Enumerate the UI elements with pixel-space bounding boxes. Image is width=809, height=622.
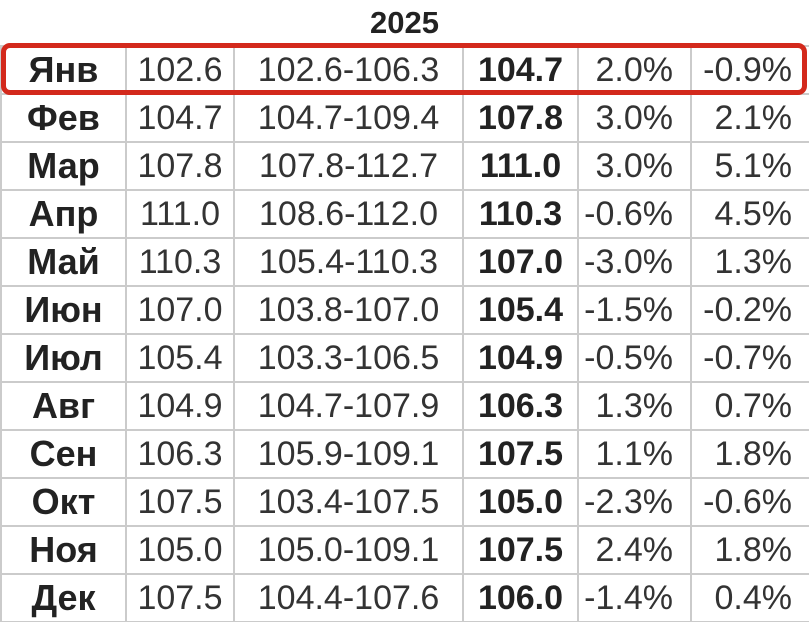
- cell-end: 105.4: [462, 285, 579, 335]
- cell-change-2: 1.8%: [690, 429, 809, 479]
- cell-end: 106.0: [462, 573, 579, 622]
- table-row: Апр 111.0 108.6-112.0 110.3 -0.6% 4.5%: [0, 189, 809, 239]
- cell-end: 110.3: [462, 189, 579, 239]
- cell-change-2: 0.7%: [690, 381, 809, 431]
- cell-change-1: -1.5%: [577, 285, 692, 335]
- cell-month: Мар: [0, 141, 127, 191]
- cell-range: 105.4-110.3: [233, 237, 464, 287]
- cell-end: 107.5: [462, 525, 579, 575]
- cell-change-2: -0.9%: [690, 45, 809, 95]
- cell-month: Май: [0, 237, 127, 287]
- cell-change-2: 1.3%: [690, 237, 809, 287]
- cell-change-1: 2.4%: [577, 525, 692, 575]
- cell-range: 104.4-107.6: [233, 573, 464, 622]
- cell-month: Июн: [0, 285, 127, 335]
- cell-start: 111.0: [125, 189, 235, 239]
- cell-range: 105.9-109.1: [233, 429, 464, 479]
- table-row: Июн 107.0 103.8-107.0 105.4 -1.5% -0.2%: [0, 285, 809, 335]
- cell-change-1: 3.0%: [577, 141, 692, 191]
- forecast-table: Янв 102.6 102.6-106.3 104.7 2.0% -0.9% Фев 104.…: [0, 45, 809, 622]
- cell-change-1: 3.0%: [577, 93, 692, 143]
- cell-range: 104.7-107.9: [233, 381, 464, 431]
- cell-change-1: -0.6%: [577, 189, 692, 239]
- cell-start: 105.4: [125, 333, 235, 383]
- cell-change-2: -0.7%: [690, 333, 809, 383]
- cell-change-1: -2.3%: [577, 477, 692, 527]
- table-row: Июл 105.4 103.3-106.5 104.9 -0.5% -0.7%: [0, 333, 809, 383]
- table-row: Ноя 105.0 105.0-109.1 107.5 2.4% 1.8%: [0, 525, 809, 575]
- cell-range: 103.3-106.5: [233, 333, 464, 383]
- cell-month: Окт: [0, 477, 127, 527]
- cell-end: 106.3: [462, 381, 579, 431]
- cell-change-1: -3.0%: [577, 237, 692, 287]
- cell-start: 107.5: [125, 573, 235, 622]
- cell-change-1: 2.0%: [577, 45, 692, 95]
- cell-month: Июл: [0, 333, 127, 383]
- cell-start: 107.8: [125, 141, 235, 191]
- cell-end: 107.8: [462, 93, 579, 143]
- cell-range: 105.0-109.1: [233, 525, 464, 575]
- cell-month: Сен: [0, 429, 127, 479]
- cell-start: 102.6: [125, 45, 235, 95]
- cell-month: Фев: [0, 93, 127, 143]
- cell-end: 111.0: [462, 141, 579, 191]
- table-row: Мар 107.8 107.8-112.7 111.0 3.0% 5.1%: [0, 141, 809, 191]
- cell-end: 107.5: [462, 429, 579, 479]
- cell-change-2: -0.6%: [690, 477, 809, 527]
- cell-range: 108.6-112.0: [233, 189, 464, 239]
- table-row-highlighted: Янв 102.6 102.6-106.3 104.7 2.0% -0.9%: [0, 45, 809, 95]
- cell-month: Апр: [0, 189, 127, 239]
- cell-end: 105.0: [462, 477, 579, 527]
- cell-month: Ноя: [0, 525, 127, 575]
- cell-month: Дек: [0, 573, 127, 622]
- cell-start: 105.0: [125, 525, 235, 575]
- cell-change-2: -0.2%: [690, 285, 809, 335]
- cell-change-1: -1.4%: [577, 573, 692, 622]
- cell-change-1: 1.3%: [577, 381, 692, 431]
- table-row: Май 110.3 105.4-110.3 107.0 -3.0% 1.3%: [0, 237, 809, 287]
- table-row: Дек 107.5 104.4-107.6 106.0 -1.4% 0.4%: [0, 573, 809, 622]
- cell-change-2: 1.8%: [690, 525, 809, 575]
- cell-range: 103.4-107.5: [233, 477, 464, 527]
- cell-end: 104.7: [462, 45, 579, 95]
- table-title: 2025: [370, 4, 439, 40]
- cell-end: 104.9: [462, 333, 579, 383]
- table-row: Окт 107.5 103.4-107.5 105.0 -2.3% -0.6%: [0, 477, 809, 527]
- cell-change-2: 2.1%: [690, 93, 809, 143]
- table-row: Сен 106.3 105.9-109.1 107.5 1.1% 1.8%: [0, 429, 809, 479]
- cell-start: 104.7: [125, 93, 235, 143]
- cell-month: Авг: [0, 381, 127, 431]
- cell-change-2: 5.1%: [690, 141, 809, 191]
- cell-start: 107.5: [125, 477, 235, 527]
- cell-change-2: 0.4%: [690, 573, 809, 622]
- cell-change-1: -0.5%: [577, 333, 692, 383]
- cell-start: 104.9: [125, 381, 235, 431]
- cell-start: 107.0: [125, 285, 235, 335]
- cell-range: 107.8-112.7: [233, 141, 464, 191]
- cell-range: 103.8-107.0: [233, 285, 464, 335]
- cell-range: 104.7-109.4: [233, 93, 464, 143]
- cell-range: 102.6-106.3: [233, 45, 464, 95]
- table-body: Янв 102.6 102.6-106.3 104.7 2.0% -0.9% Фев 104.…: [0, 45, 809, 622]
- cell-end: 107.0: [462, 237, 579, 287]
- table-row: Авг 104.9 104.7-107.9 106.3 1.3% 0.7%: [0, 381, 809, 431]
- table-row: Фев 104.7 104.7-109.4 107.8 3.0% 2.1%: [0, 93, 809, 143]
- cell-start: 110.3: [125, 237, 235, 287]
- cell-change-2: 4.5%: [690, 189, 809, 239]
- cell-change-1: 1.1%: [577, 429, 692, 479]
- cell-start: 106.3: [125, 429, 235, 479]
- cell-month: Янв: [0, 45, 127, 95]
